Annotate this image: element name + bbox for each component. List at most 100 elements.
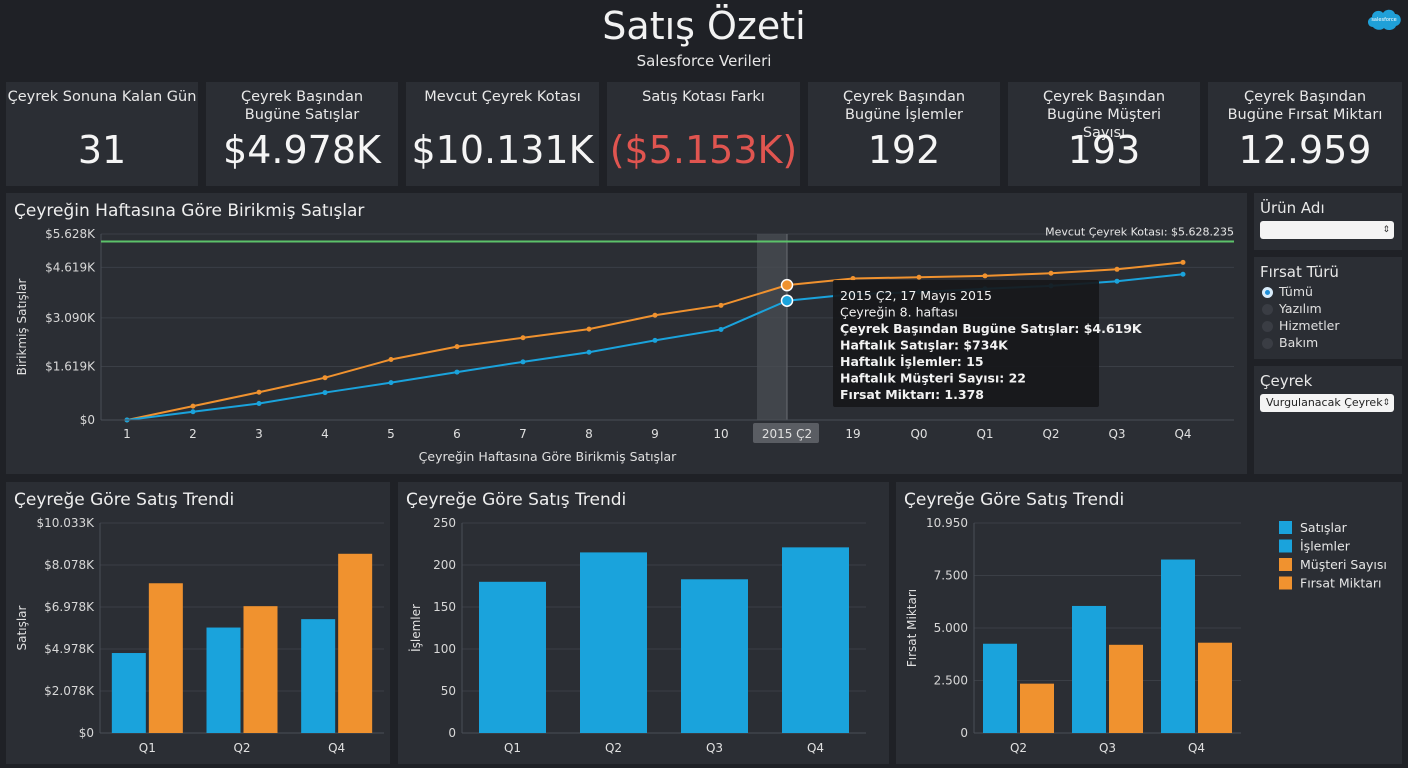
bar-chart-opportunity-panel: Çeyreğe Göre Satış Trendi 0 2.500 5.000 7.5… [896,482,1402,764]
select-arrows-icon: ⇕ [1382,225,1390,235]
data-point [322,375,328,381]
x-tick-label: Q2 [233,741,250,755]
legend-swatch [1279,558,1292,571]
select-arrows-icon: ⇕ [1382,398,1390,408]
data-point [718,302,724,308]
kpi-card-qtd-deals: Çeyrek Başından Bugüne İşlemler 192 [808,82,1000,186]
y-tick-label: 50 [441,684,456,698]
x-tick-label: Q4 [807,741,824,755]
legend-label: Müşteri Sayısı [1300,557,1387,572]
bar [338,553,373,733]
quarter-select[interactable]: Vurgulanacak Çeyrek ⇕ [1260,394,1394,412]
x-tick-label: 19 [845,427,860,441]
x-tick-label: 2 [189,427,197,441]
kpi-card-quota: Mevcut Çeyrek Kotası $10.131K [406,82,599,186]
kpi-label: Çeyrek Başından Bugüne Satışlar [240,89,364,123]
bar [580,552,647,733]
tooltip-line: Çeyreğin 8. haftası [840,305,958,320]
x-tick-label: 8 [585,427,593,441]
x-tick-label: Q2 [1042,427,1059,441]
x-tick-label: Q2 [1010,741,1027,755]
chart-title: Çeyreğin Haftasına Göre Birikmiş Satışla… [14,201,365,221]
bar [1109,644,1143,733]
page-title: Satış Özeti [602,4,806,48]
tooltip-line: Haftalık Müşteri Sayısı: 22 [840,371,1026,386]
legend-swatch [1279,576,1292,590]
x-tick-label: 7 [519,427,527,441]
bar [206,627,241,733]
data-point [322,390,328,396]
y-tick-label: $1.619K [45,359,96,373]
filter-product-panel: Ürün Adı ⇕ [1254,193,1402,250]
x-tick-label: Q2 [605,741,622,755]
data-point [780,294,794,307]
chart-title: Çeyreğe Göre Satış Trendi [904,490,1125,510]
data-point [388,380,394,386]
bar [479,581,546,733]
data-point [454,344,460,350]
y-axis-title: İşlemler [408,604,423,652]
radio-option-all[interactable]: Tümü [1262,284,1313,299]
x-tick-label: 2015 Ç2 [762,427,812,441]
bar [782,547,849,733]
bar [301,619,336,733]
y-tick-label: 200 [433,558,456,572]
data-point [916,274,922,280]
kpi-card-days-left: Çeyrek Sonuna Kalan Gün 31 [6,82,198,186]
radio-icon [1262,304,1273,315]
y-tick-label: 2.500 [934,674,968,688]
y-tick-label: $10.033K [37,516,96,530]
bar-chart-deals-panel: Çeyreğe Göre Satış Trendi 0 50 100 150 200 25… [398,482,889,764]
kpi-value: 192 [867,128,941,172]
kpi-value: ($5.153K) [609,128,798,172]
data-point [780,278,794,292]
filter-title: Fırsat Türü [1260,263,1339,281]
kpi-card-qtd-customers: Çeyrek Başından Bugüne Müşteri Sayısı 19… [1008,82,1200,186]
highlight-band [757,234,787,420]
kpi-card-quota-gap: Satış Kotası Farkı ($5.153K) [607,82,800,186]
data-point [256,400,262,406]
svg-text:salesforce: salesforce [1371,17,1396,23]
x-tick-label: Q0 [910,427,927,441]
radio-icon [1262,321,1273,332]
x-tick-label: 6 [453,427,461,441]
kpi-label: Çeyrek Sonuna Kalan Gün [7,89,197,105]
data-point [850,276,856,282]
x-tick-label: 4 [321,427,329,441]
radio-option-maintenance[interactable]: Bakım [1262,335,1318,350]
bar [681,579,748,733]
data-point [652,312,658,318]
radio-option-software[interactable]: Yazılım [1262,301,1322,316]
x-tick-label: 1 [123,427,131,441]
bar [243,606,278,733]
data-point [982,273,988,279]
chart-title: Çeyreğe Göre Satış Trendi [406,490,627,510]
y-tick-label: $4.619K [45,260,96,274]
bar [983,643,1017,733]
bar-chart-deals: 0 50 100 150 200 250 Q1 Q2 Q3 Q4 İşlemler [408,516,866,755]
y-tick-label: 0 [448,726,456,740]
kpi-label: Mevcut Çeyrek Kotası [424,89,581,105]
data-point [520,359,526,365]
bar [148,583,183,733]
legend-label: Satışlar [1300,520,1348,535]
data-point [190,403,196,409]
kpi-label: Satış Kotası Farkı [642,89,765,105]
radio-selected-icon [1262,287,1273,298]
data-point [586,326,592,332]
y-tick-label: $5.628K [45,227,96,241]
x-tick-label: Q3 [1108,427,1125,441]
radio-label: Bakım [1279,335,1319,350]
line-chart[interactable]: $0 $1.619K $3.090K $4.619K $5.628K Mevcut Çey… [6,193,1247,474]
kpi-label: Çeyrek Başından Bugüne Fırsat Miktarı [1227,89,1383,123]
data-point [256,389,262,395]
data-point [388,357,394,363]
product-select[interactable]: ⇕ [1260,221,1394,239]
radio-option-services[interactable]: Hizmetler [1262,318,1340,333]
data-point [1180,259,1186,265]
kpi-value: 193 [1067,128,1141,172]
bar-chart-sales-panel: Çeyreğe Göre Satış Trendi $0 $2.078K $4.97… [6,482,390,764]
kpi-value: 31 [77,128,127,172]
radio-label: Yazılım [1279,301,1322,316]
x-tick-label: 10 [713,427,728,441]
